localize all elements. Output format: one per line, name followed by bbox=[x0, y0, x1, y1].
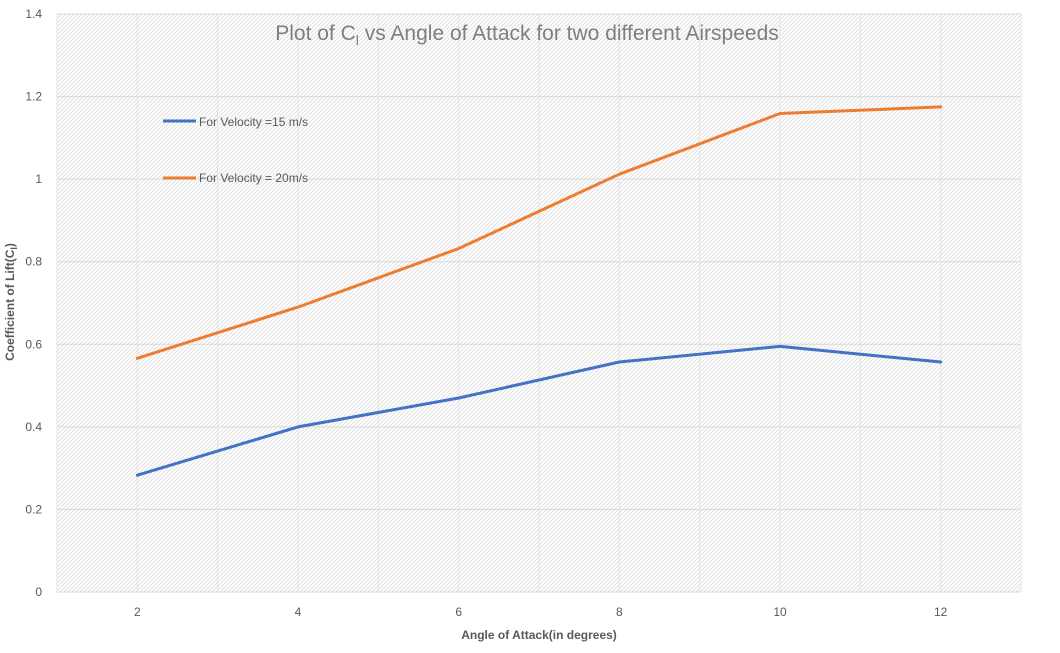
legend-label-series-2: For Velocity = 20m/s bbox=[199, 171, 308, 185]
legend-label-series-1: For Velocity =15 m/s bbox=[199, 115, 308, 129]
x-tick-label: 4 bbox=[295, 605, 302, 619]
data-point-series-1 bbox=[778, 345, 782, 348]
x-tick-label: 8 bbox=[616, 605, 623, 619]
gridlines bbox=[56, 13, 1022, 593]
y-tick-label: 0.6 bbox=[25, 337, 42, 351]
y-tick-label: 1.2 bbox=[25, 90, 42, 104]
y-tick-label: 0 bbox=[35, 585, 42, 599]
series-lines bbox=[135, 105, 943, 477]
legend: For Velocity =15 m/s For Velocity = 20m/… bbox=[163, 115, 308, 185]
data-point-series-2 bbox=[136, 357, 139, 360]
y-axis-ticks: 0 0.2 0.4 0.6 0.8 1 1.2 1.4 bbox=[25, 7, 42, 599]
data-point-series-1 bbox=[296, 425, 300, 429]
y-tick-label: 0.4 bbox=[25, 420, 42, 434]
data-point-series-1 bbox=[136, 473, 139, 477]
x-tick-label: 6 bbox=[455, 605, 462, 619]
x-axis-ticks: 2 4 6 8 10 12 bbox=[134, 605, 948, 619]
data-point-series-2 bbox=[618, 172, 621, 176]
data-point-series-2 bbox=[939, 105, 942, 109]
data-point-series-1 bbox=[457, 396, 460, 400]
data-point-series-2 bbox=[778, 112, 782, 115]
data-point-series-2 bbox=[457, 247, 460, 250]
data-point-series-1 bbox=[618, 360, 621, 364]
y-tick-label: 0.8 bbox=[25, 255, 42, 269]
x-tick-label: 2 bbox=[134, 605, 141, 619]
x-axis-label: Angle of Attack(in degrees) bbox=[461, 628, 617, 642]
series-line-2 bbox=[135, 105, 943, 360]
x-tick-label: 10 bbox=[773, 605, 787, 619]
x-tick-label: 12 bbox=[934, 605, 948, 619]
y-tick-label: 0.2 bbox=[25, 502, 42, 516]
y-tick-label: 1.4 bbox=[25, 7, 42, 21]
data-point-series-2 bbox=[296, 305, 300, 309]
series-line-1 bbox=[135, 344, 943, 477]
y-tick-label: 1 bbox=[35, 172, 42, 186]
data-point-series-1 bbox=[939, 360, 942, 364]
y-axis-label: Coefficient of Lift(Cl) bbox=[3, 243, 19, 361]
chart-title: Plot of Cl vs Angle of Attack for two di… bbox=[275, 22, 779, 48]
